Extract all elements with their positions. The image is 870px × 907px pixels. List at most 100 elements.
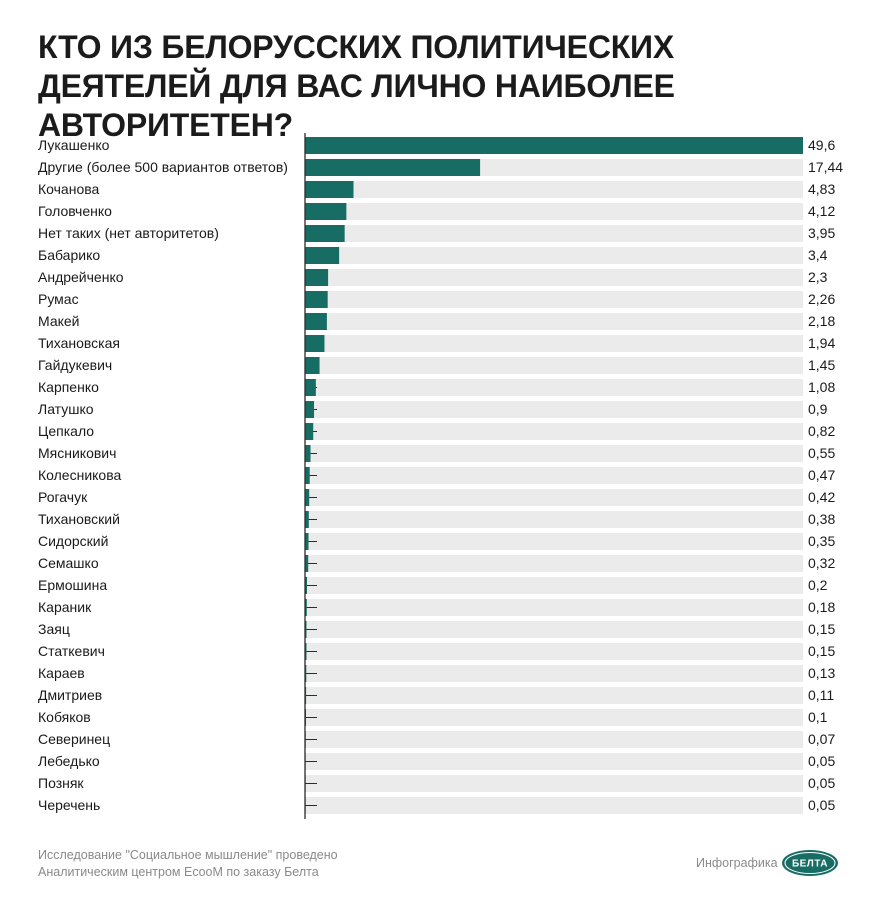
value-label: 0,55: [808, 445, 835, 461]
category-label: Позняк: [38, 775, 84, 791]
bar-track: [305, 423, 803, 440]
category-label: Северинец: [38, 731, 110, 747]
bar-1: [305, 137, 803, 154]
value-label: 3,95: [808, 225, 835, 241]
bar-5: [305, 225, 345, 242]
bar-14: [305, 423, 314, 440]
bar-7: [305, 269, 329, 286]
category-label: Мясникович: [38, 445, 116, 461]
bar-24: [305, 643, 307, 660]
bar-track: [305, 555, 803, 572]
bar-track: [305, 533, 803, 550]
bar-track: [305, 687, 803, 704]
category-label: Тихановская: [38, 335, 120, 351]
bar-track: [305, 247, 803, 264]
category-label: Колесникова: [38, 467, 121, 483]
category-label: Цепкало: [38, 423, 94, 439]
bar-tracks: [305, 137, 803, 814]
bar-track: [305, 511, 803, 528]
value-label: 0,42: [808, 489, 835, 505]
category-label: Другие (более 500 вариантов ответов): [38, 159, 288, 175]
value-label: 0,82: [808, 423, 835, 439]
bar-8: [305, 291, 328, 308]
bar-track: [305, 775, 803, 792]
bar-track: [305, 709, 803, 726]
bar-track: [305, 665, 803, 682]
bar-15: [305, 445, 311, 462]
bar-chart: Лукашенко Другие (более 500 вариантов отв…: [38, 133, 843, 819]
category-label: Рогачук: [38, 489, 88, 505]
bar-track: [305, 621, 803, 638]
bar-4: [305, 203, 347, 220]
value-label: 0,18: [808, 599, 835, 615]
bar-track: [305, 445, 803, 462]
bar-track: [305, 577, 803, 594]
bar-track: [305, 643, 803, 660]
category-label: Бабарико: [38, 247, 100, 263]
value-label: 2,18: [808, 313, 835, 329]
bar-track: [305, 291, 803, 308]
category-label: Статкевич: [38, 643, 105, 659]
value-label: 17,44: [808, 159, 843, 175]
value-label: 1,45: [808, 357, 835, 373]
bar-23: [305, 621, 307, 638]
value-label: 0,13: [808, 665, 835, 681]
bar-track: [305, 335, 803, 352]
value-label: 0,05: [808, 797, 835, 813]
bar-track: [305, 467, 803, 484]
bar-track: [305, 203, 803, 220]
category-label: Нет таких (нет авторитетов): [38, 225, 219, 241]
value-label: 0,9: [808, 401, 828, 417]
category-label: Сидорский: [38, 533, 108, 549]
bar-20: [305, 555, 309, 572]
bar-17: [305, 489, 310, 506]
value-label: 0,07: [808, 731, 835, 747]
bar-track: [305, 269, 803, 286]
value-label: 0,11: [808, 687, 834, 703]
category-label: Кочанова: [38, 181, 100, 197]
category-label: Головченко: [38, 203, 112, 219]
bar-25: [305, 665, 307, 682]
category-label: Лебедько: [38, 753, 100, 769]
bar-11: [305, 357, 320, 374]
bar-2: [305, 159, 481, 176]
bar-track: [305, 313, 803, 330]
value-label: 2,26: [808, 291, 835, 307]
category-label: Кобяков: [38, 709, 91, 725]
bar-22: [305, 599, 307, 616]
category-label: Карпенко: [38, 379, 99, 395]
value-label: 0,32: [808, 555, 835, 571]
category-label: Макей: [38, 313, 80, 329]
bar-19: [305, 533, 309, 550]
belta-logo-text: БЕЛТА: [792, 859, 828, 870]
bar-13: [305, 401, 315, 418]
category-label: Заяц: [38, 621, 70, 637]
value-label: 0,05: [808, 775, 835, 791]
source-note-line-2: Аналитическим центром EcooM по заказу Бе…: [38, 865, 319, 879]
value-label: 49,6: [808, 137, 835, 153]
value-labels: 49,6 17,44 4,83 4,12 3,95 3,4 2,3 2,26 2,18 1,94 1…: [808, 137, 843, 813]
value-label: 0,15: [808, 621, 835, 637]
bar-track: [305, 731, 803, 748]
category-label: Ермошина: [38, 577, 107, 593]
category-labels: Лукашенко Другие (более 500 вариантов отв…: [38, 137, 288, 813]
infographic-credit: Инфографика: [696, 856, 778, 870]
bar-3: [305, 181, 354, 198]
belta-logo: БЕЛТА: [782, 850, 838, 876]
category-label: Андрейченко: [38, 269, 124, 285]
value-label: 0,05: [808, 753, 835, 769]
value-label: 4,83: [808, 181, 835, 197]
value-label: 0,2: [808, 577, 828, 593]
bar-track: [305, 181, 803, 198]
bar-track: [305, 753, 803, 770]
value-label: 1,94: [808, 335, 835, 351]
bar-track: [305, 599, 803, 616]
bar-6: [305, 247, 340, 264]
category-label: Лукашенко: [38, 137, 110, 153]
bar-track: [305, 225, 803, 242]
category-label: Семашко: [38, 555, 99, 571]
bar-track: [305, 489, 803, 506]
bars: [305, 137, 803, 814]
value-label: 2,3: [808, 269, 828, 285]
value-label: 0,35: [808, 533, 835, 549]
